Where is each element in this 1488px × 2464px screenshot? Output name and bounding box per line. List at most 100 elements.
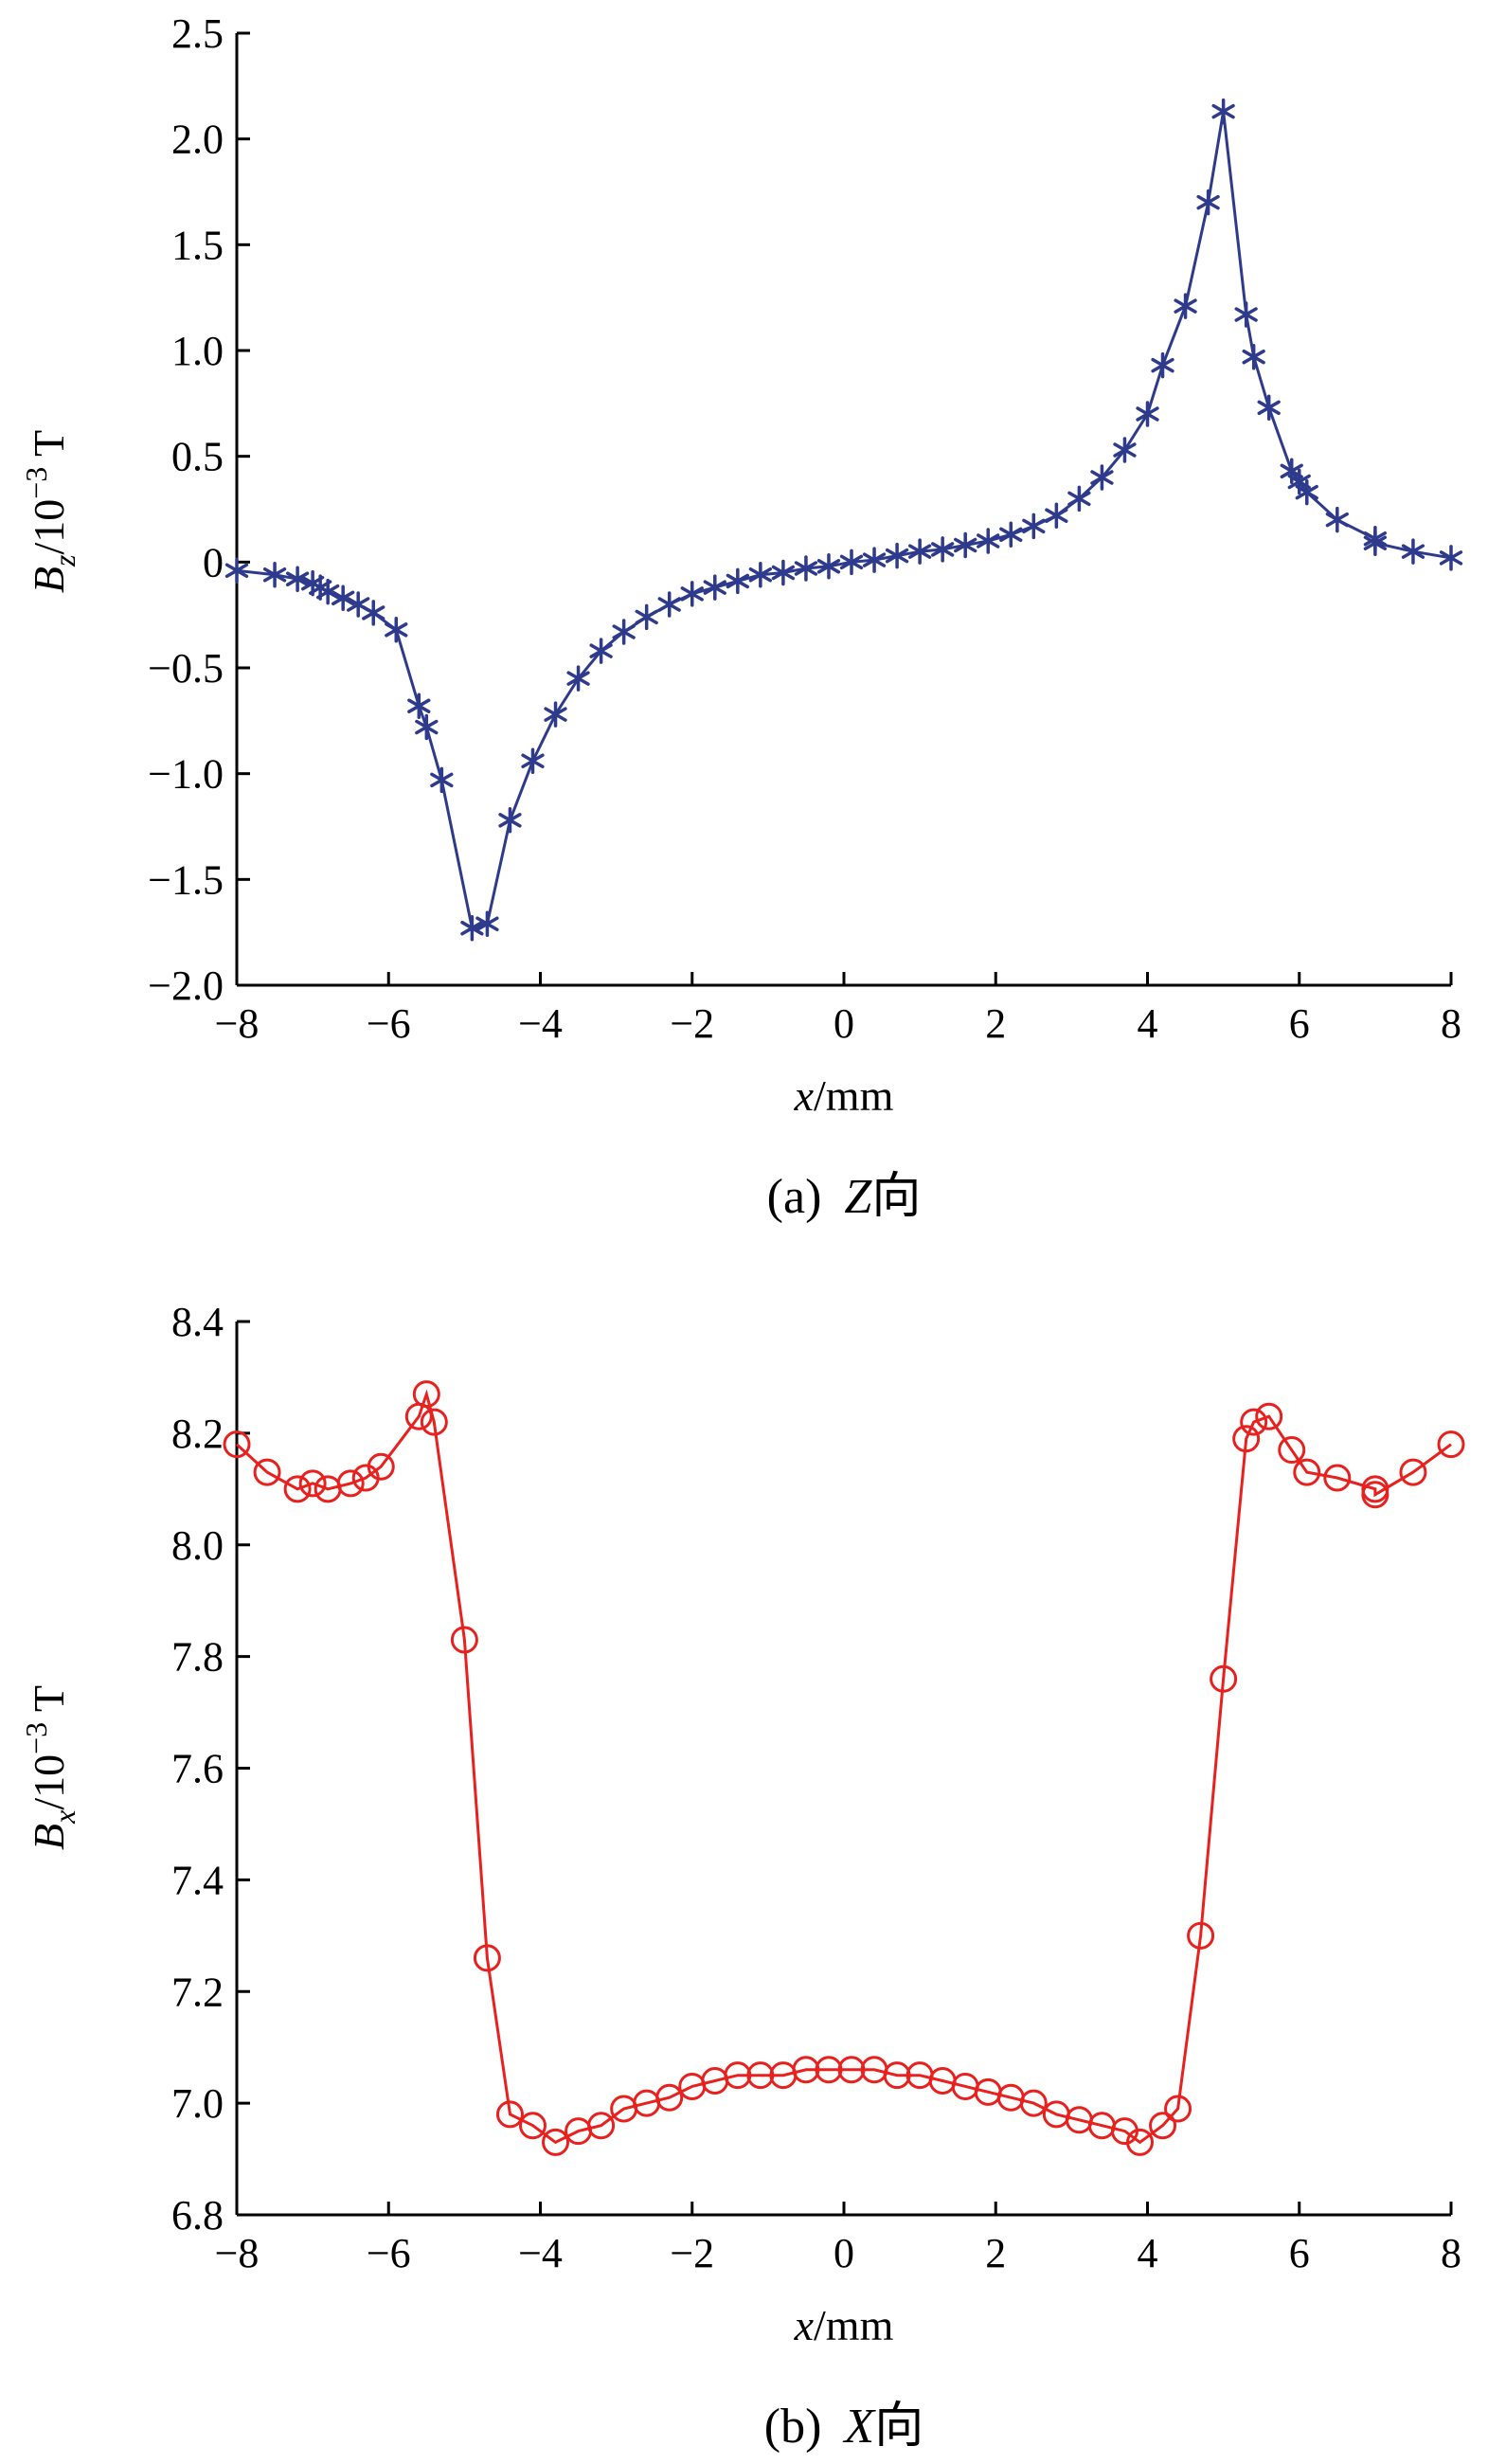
chart-b-caption-suffix: 向 [874, 2400, 923, 2454]
chart-a-data-point [1211, 98, 1235, 125]
chart-a-data-point [362, 600, 385, 626]
chart-a-y-tick-label: 2.5 [171, 10, 224, 57]
chart-a-data-point [1234, 301, 1258, 328]
chart-b-data-point [518, 2112, 547, 2140]
chart-b-data-point [746, 2061, 775, 2090]
chart-a-y-label-unit: /10 [25, 499, 73, 555]
chart-b-data-point [1323, 1464, 1352, 1492]
chart-b-data-point [655, 2083, 684, 2112]
chart-b-data-point [1255, 1402, 1283, 1430]
chart-b-y-tick-label: 7.0 [171, 2080, 224, 2127]
chart-b-x-tick-label: −6 [367, 2230, 411, 2276]
chart-a-data-point [285, 566, 310, 592]
chart-b-data-point [815, 2056, 843, 2084]
chart-a-x-tick-label: −8 [215, 1000, 260, 1047]
chart-b-data-point [1232, 1425, 1261, 1453]
chart-a-data-point [1242, 343, 1265, 370]
chart-a-data-point [1439, 545, 1463, 571]
chart-a-x-tick-label: −4 [518, 1000, 563, 1047]
chart-a-series-line [236, 111, 1452, 930]
chart-a-data-point [460, 914, 484, 942]
chart-b-y-tick-label: 7.2 [171, 1969, 224, 2015]
chart-b-series-line [235, 1389, 1452, 2145]
chart-b-data-point [724, 2061, 752, 2090]
chart-b-y-tick-label: 7.8 [171, 1634, 224, 1681]
chart-b-data-point [1210, 1664, 1238, 1693]
chart-a-x-tick-label: 2 [985, 1000, 1006, 1047]
chart-a-data-point [1067, 485, 1091, 513]
chart-a-caption-axis: Z [844, 1170, 872, 1224]
chart-b-data-point [336, 1469, 365, 1498]
chart-a-data-point [635, 603, 658, 631]
chart-b-markers [223, 1380, 1465, 2156]
chart-a-data-point [316, 578, 340, 605]
chart-a-data-point [1022, 513, 1046, 540]
chart-a-data-point [385, 617, 408, 643]
chart-b-data-point [883, 2061, 911, 2090]
chart-b-y-label-tail: T [25, 1685, 73, 1722]
chart-a-y-tick-label: −2.0 [148, 962, 224, 1009]
chart-b-x-tick-label: 2 [985, 2230, 1006, 2276]
chart-b-x-tick-label: −2 [670, 2230, 714, 2276]
chart-a-y-tick-label: 0.5 [171, 434, 224, 480]
chart-b-y-tick-label: 6.8 [171, 2192, 224, 2239]
chart-a-data-point [771, 559, 796, 586]
chart-a-data-point [977, 528, 1000, 554]
chart-b-data-point [1164, 2095, 1192, 2123]
chart-a-data-point [703, 574, 726, 601]
chart-b-data-point [1149, 2112, 1177, 2140]
chart-b-y-tick-label: 8.4 [171, 1299, 224, 1345]
chart-a-x-tick-label: 0 [834, 1000, 854, 1047]
chart-a-data-point [954, 531, 977, 559]
chart-a-y-tick-label: −1.0 [148, 751, 224, 798]
chart-a-x-ticks: −8 −6 −4 −2 0 2 4 6 8 [215, 972, 1461, 1047]
chart-a-markers [224, 98, 1463, 942]
chart-a-y-tick-label: 0 [203, 539, 224, 585]
chart-b-data-point [412, 1380, 440, 1409]
chart-b-x-tick-label: −4 [518, 2230, 563, 2276]
chart-a-data-point [332, 585, 355, 612]
chart-b-data-point [495, 2100, 524, 2129]
chart-b-x-label: x/mm [794, 2301, 894, 2349]
chart-a-y-ticks: −2.0 −1.5 −1.0 −0.5 0 0.5 1.0 1.5 2.0 2.5 [148, 10, 250, 1009]
chart-b-data-point [1019, 2089, 1048, 2117]
chart-a-data-point [1151, 351, 1174, 379]
chart-a-y-label-sub: z [47, 554, 81, 567]
chart-b-data-point [792, 2056, 820, 2084]
chart-a-y-tick-label: −0.5 [148, 645, 224, 692]
chart-b-data-point [253, 1458, 281, 1486]
chart-b-data-point [283, 1475, 312, 1503]
chart-a: −2.0−1.5−1.0−0.500.51.01.52.02.5 −8 −6 −4−… [19, 10, 1463, 1224]
chart-a-data-point [1401, 538, 1425, 565]
chart-a-data-point [566, 665, 590, 692]
chart-a-y-label: Bz/10−3 T [19, 430, 81, 593]
chart-b-data-point [837, 2056, 866, 2084]
chart-b-y-tick-label: 8.2 [171, 1411, 224, 1457]
chart-a-data-point [885, 542, 909, 569]
chart-b-caption-prefix: (b) [764, 2400, 822, 2454]
chart-a-y-tick-label: 1.0 [171, 328, 224, 374]
chart-a-data-point [680, 581, 704, 607]
chart-b-data-point [587, 2112, 616, 2140]
chart-a-data-point [657, 591, 681, 618]
chart-a-y-tick-label: −1.5 [148, 856, 224, 903]
chart-b-x-ticks: −8 −6 −4 −2 0 2 4 6 8 [215, 2202, 1461, 2276]
chart-a-data-point [1295, 478, 1318, 506]
chart-b-data-point [1437, 1430, 1465, 1459]
chart-a-caption: (a) Z向 [767, 1170, 922, 1224]
chart-a-x-tick-label: −6 [367, 1000, 411, 1047]
chart-a-data-point [589, 638, 613, 664]
chart-b-y-label: Bx/10−3 T [19, 1685, 81, 1850]
chart-b-y-tick-label: 7.4 [171, 1857, 224, 1903]
chart-a-data-point [862, 547, 887, 573]
chart-a-data-point [430, 766, 454, 794]
chart-a-data-point [415, 713, 439, 741]
chart-a-data-point [262, 561, 287, 588]
chart-a-x-label-unit: /mm [814, 1071, 894, 1120]
chart-a-caption-prefix: (a) [767, 1170, 822, 1224]
chart-a-x-label-var: x [794, 1071, 815, 1120]
chart-a-data-point [1090, 464, 1114, 491]
chart-b-data-point [1361, 1481, 1389, 1509]
chart-a-data-point [475, 910, 499, 937]
